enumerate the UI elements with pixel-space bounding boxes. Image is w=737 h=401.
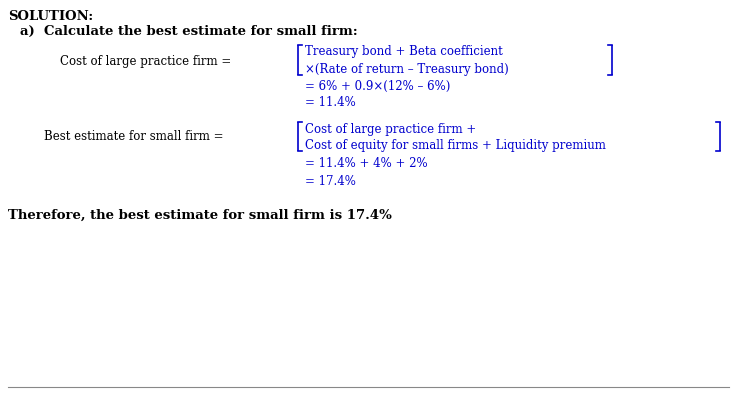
Text: a)  Calculate the best estimate for small firm:: a) Calculate the best estimate for small…: [20, 25, 357, 38]
Text: = 17.4%: = 17.4%: [305, 175, 356, 188]
Text: Cost of large practice firm =: Cost of large practice firm =: [60, 55, 231, 68]
Text: ×(Rate of return – Treasury bond): ×(Rate of return – Treasury bond): [305, 63, 509, 76]
Text: = 6% + 0.9×(12% – 6%): = 6% + 0.9×(12% – 6%): [305, 79, 450, 92]
Text: Cost of equity for small firms + Liquidity premium: Cost of equity for small firms + Liquidi…: [305, 139, 606, 152]
Text: Treasury bond + Beta coefficient: Treasury bond + Beta coefficient: [305, 45, 503, 59]
Text: Cost of large practice firm +: Cost of large practice firm +: [305, 122, 476, 135]
Text: = 11.4% + 4% + 2%: = 11.4% + 4% + 2%: [305, 157, 427, 170]
Text: Best estimate for small firm =: Best estimate for small firm =: [44, 130, 223, 143]
Text: Therefore, the best estimate for small firm is 17.4%: Therefore, the best estimate for small f…: [8, 208, 392, 221]
Text: = 11.4%: = 11.4%: [305, 95, 356, 108]
Text: SOLUTION:: SOLUTION:: [8, 10, 94, 23]
